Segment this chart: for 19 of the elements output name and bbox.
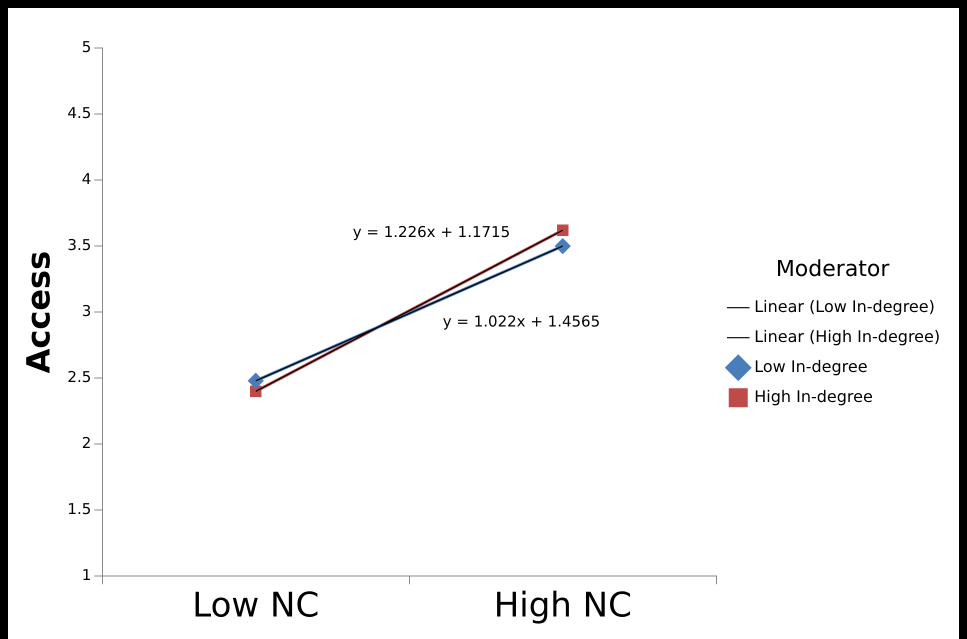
legend-label: Linear (High In-degree) [754, 326, 940, 346]
y-tick-label: 1 [82, 566, 92, 584]
legend-label: Low In-degree [754, 356, 868, 376]
y-tick-label: 5 [82, 38, 92, 56]
y-axis-title: Access [20, 250, 58, 374]
y-tick-label: 3 [82, 302, 92, 320]
x-tick-label: High NC [494, 585, 632, 626]
x-tick-label: Low NC [192, 585, 320, 626]
y-tick-label: 1.5 [67, 500, 92, 518]
annotation: y = 1.226x + 1.1715 [352, 222, 510, 241]
legend-title: Moderator [776, 257, 890, 282]
annotation: y = 1.022x + 1.4565 [442, 312, 600, 331]
y-tick-label: 4 [82, 170, 92, 188]
y-tick-label: 4.5 [67, 104, 92, 122]
y-tick-label: 2 [82, 434, 92, 452]
legend-label: Linear (Low In-degree) [754, 296, 935, 316]
legend-label: High In-degree [754, 386, 873, 406]
y-tick-label: 3.5 [67, 236, 92, 254]
y-tick-label: 2.5 [67, 368, 92, 386]
